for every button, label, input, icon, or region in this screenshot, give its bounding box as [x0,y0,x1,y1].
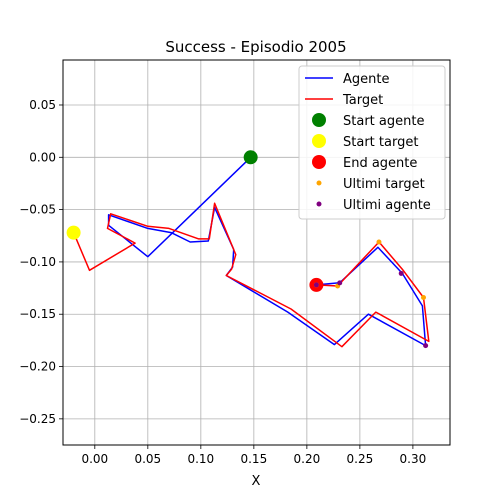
legend-label-ultimi-target: Ultimi target [343,177,425,192]
point-ultimi-target [420,294,426,300]
point-start-agente [243,150,258,165]
legend-label-start-agente: Start agente [343,114,424,129]
y-axis-ticks: 0.05 0.00 −0.05 −0.10 −0.15 −0.20 −0.25 [19,98,63,426]
point-ultimi-agente [423,343,429,349]
y-tick-label: −0.20 [19,360,56,374]
legend-label-target: Target [342,93,383,108]
x-tick-label: 0.05 [134,452,161,466]
y-tick-label: −0.05 [19,203,56,217]
y-tick-label: −0.25 [19,412,56,426]
point-ultimi-target [376,239,382,245]
x-tick-label: 0.10 [187,452,214,466]
x-tick-label: 0.25 [347,452,374,466]
point-ultimi-agente [313,282,319,288]
y-tick-label: 0.05 [29,98,56,112]
x-tick-label: 0.30 [400,452,427,466]
x-tick-label: 0.00 [81,452,108,466]
series-markers [66,150,429,349]
x-tick-label: 0.15 [240,452,267,466]
y-tick-label: 0.00 [29,150,56,164]
legend-label-start-target: Start target [343,135,418,150]
legend-handle-start-target [312,134,326,148]
legend-label-agente: Agente [343,72,389,87]
legend-handle-start-agente [312,113,326,127]
legend-handle-end-agente [312,155,326,169]
series-line-target [72,202,430,348]
y-tick-label: −0.15 [19,307,56,321]
point-start-target [66,225,81,240]
axes-frame [62,59,451,446]
chart-title: Success - Episodio 2005 [165,38,346,56]
x-axis-ticks: 0.00 0.05 0.10 0.15 0.20 0.25 0.30 [81,445,426,466]
x-axis-label: X [252,474,261,489]
y-tick-label: −0.10 [19,255,56,269]
x-tick-label: 0.20 [294,452,321,466]
legend-handle-ultimi-target [316,180,322,186]
legend: Agente Target Start agente Start target End … [298,65,446,220]
legend-label-ultimi-agente: Ultimi agente [343,198,431,213]
point-ultimi-agente [337,280,343,286]
legend-box [298,65,446,220]
legend-label-end-agente: End agente [343,156,417,171]
point-ultimi-agente [398,270,404,276]
legend-handle-ultimi-agente [316,201,322,207]
series-lines [72,156,430,348]
